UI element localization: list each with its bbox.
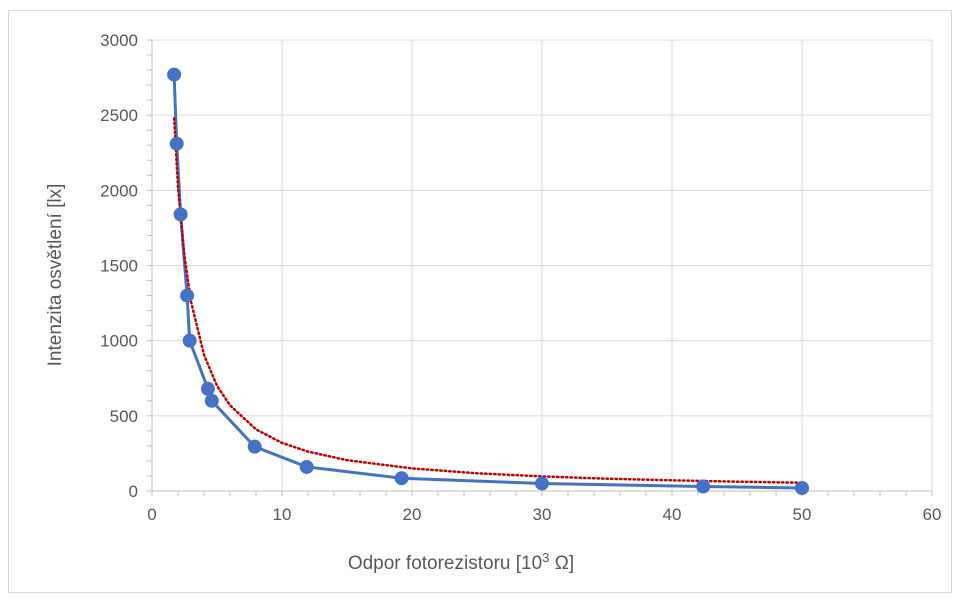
y-tick-label: 3000 [100, 31, 138, 50]
y-tick-label: 0 [129, 482, 138, 501]
y-tick-label: 1000 [100, 332, 138, 351]
series-layer [172, 74, 803, 490]
y-tick-label: 2000 [100, 181, 138, 200]
x-axis-title: Odpor fotorezistoru [103 Ω] [348, 550, 574, 574]
data-point [167, 67, 182, 82]
x-tick-labels: 0 10 20 30 40 50 60 [147, 505, 941, 524]
x-tick-label: 60 [923, 505, 942, 524]
data-point [247, 439, 262, 454]
series-line [172, 74, 803, 490]
x-tick-label: 30 [533, 505, 552, 524]
data-point [696, 479, 711, 494]
data-point [795, 480, 809, 495]
data-point [180, 288, 195, 303]
x-tick-label: 40 [663, 505, 682, 524]
y-tick-labels: 0 500 1000 1500 2000 2500 3000 [100, 31, 138, 501]
marker-layer [167, 67, 809, 495]
data-point [200, 381, 215, 396]
data-point [182, 333, 197, 348]
x-tick-label: 10 [273, 505, 292, 524]
chart: 0 10 20 30 40 50 60 0 500 1000 1500 2000 2500 3000 O… [45, 31, 941, 574]
minor-ticks [147, 39, 933, 496]
data-point [173, 207, 188, 222]
data-point [394, 471, 409, 486]
data-point [299, 459, 314, 474]
trendline [172, 116, 804, 484]
grid-lines [152, 39, 933, 491]
trendline-layer [172, 116, 804, 484]
y-tick-label: 500 [110, 407, 138, 426]
y-tick-label: 1500 [100, 257, 138, 276]
chart-frame: 0 10 20 30 40 50 60 0 500 1000 1500 2000 2500 3000 O… [8, 10, 952, 593]
x-tick-label: 20 [403, 505, 422, 524]
x-tick-label: 0 [147, 505, 156, 524]
data-point [204, 393, 219, 408]
y-tick-label: 2500 [100, 106, 138, 125]
data-point [169, 136, 184, 151]
x-tick-label: 50 [793, 505, 812, 524]
y-axis-title: Intenzita osvětlení [lx] [45, 184, 66, 367]
data-point [535, 476, 549, 491]
